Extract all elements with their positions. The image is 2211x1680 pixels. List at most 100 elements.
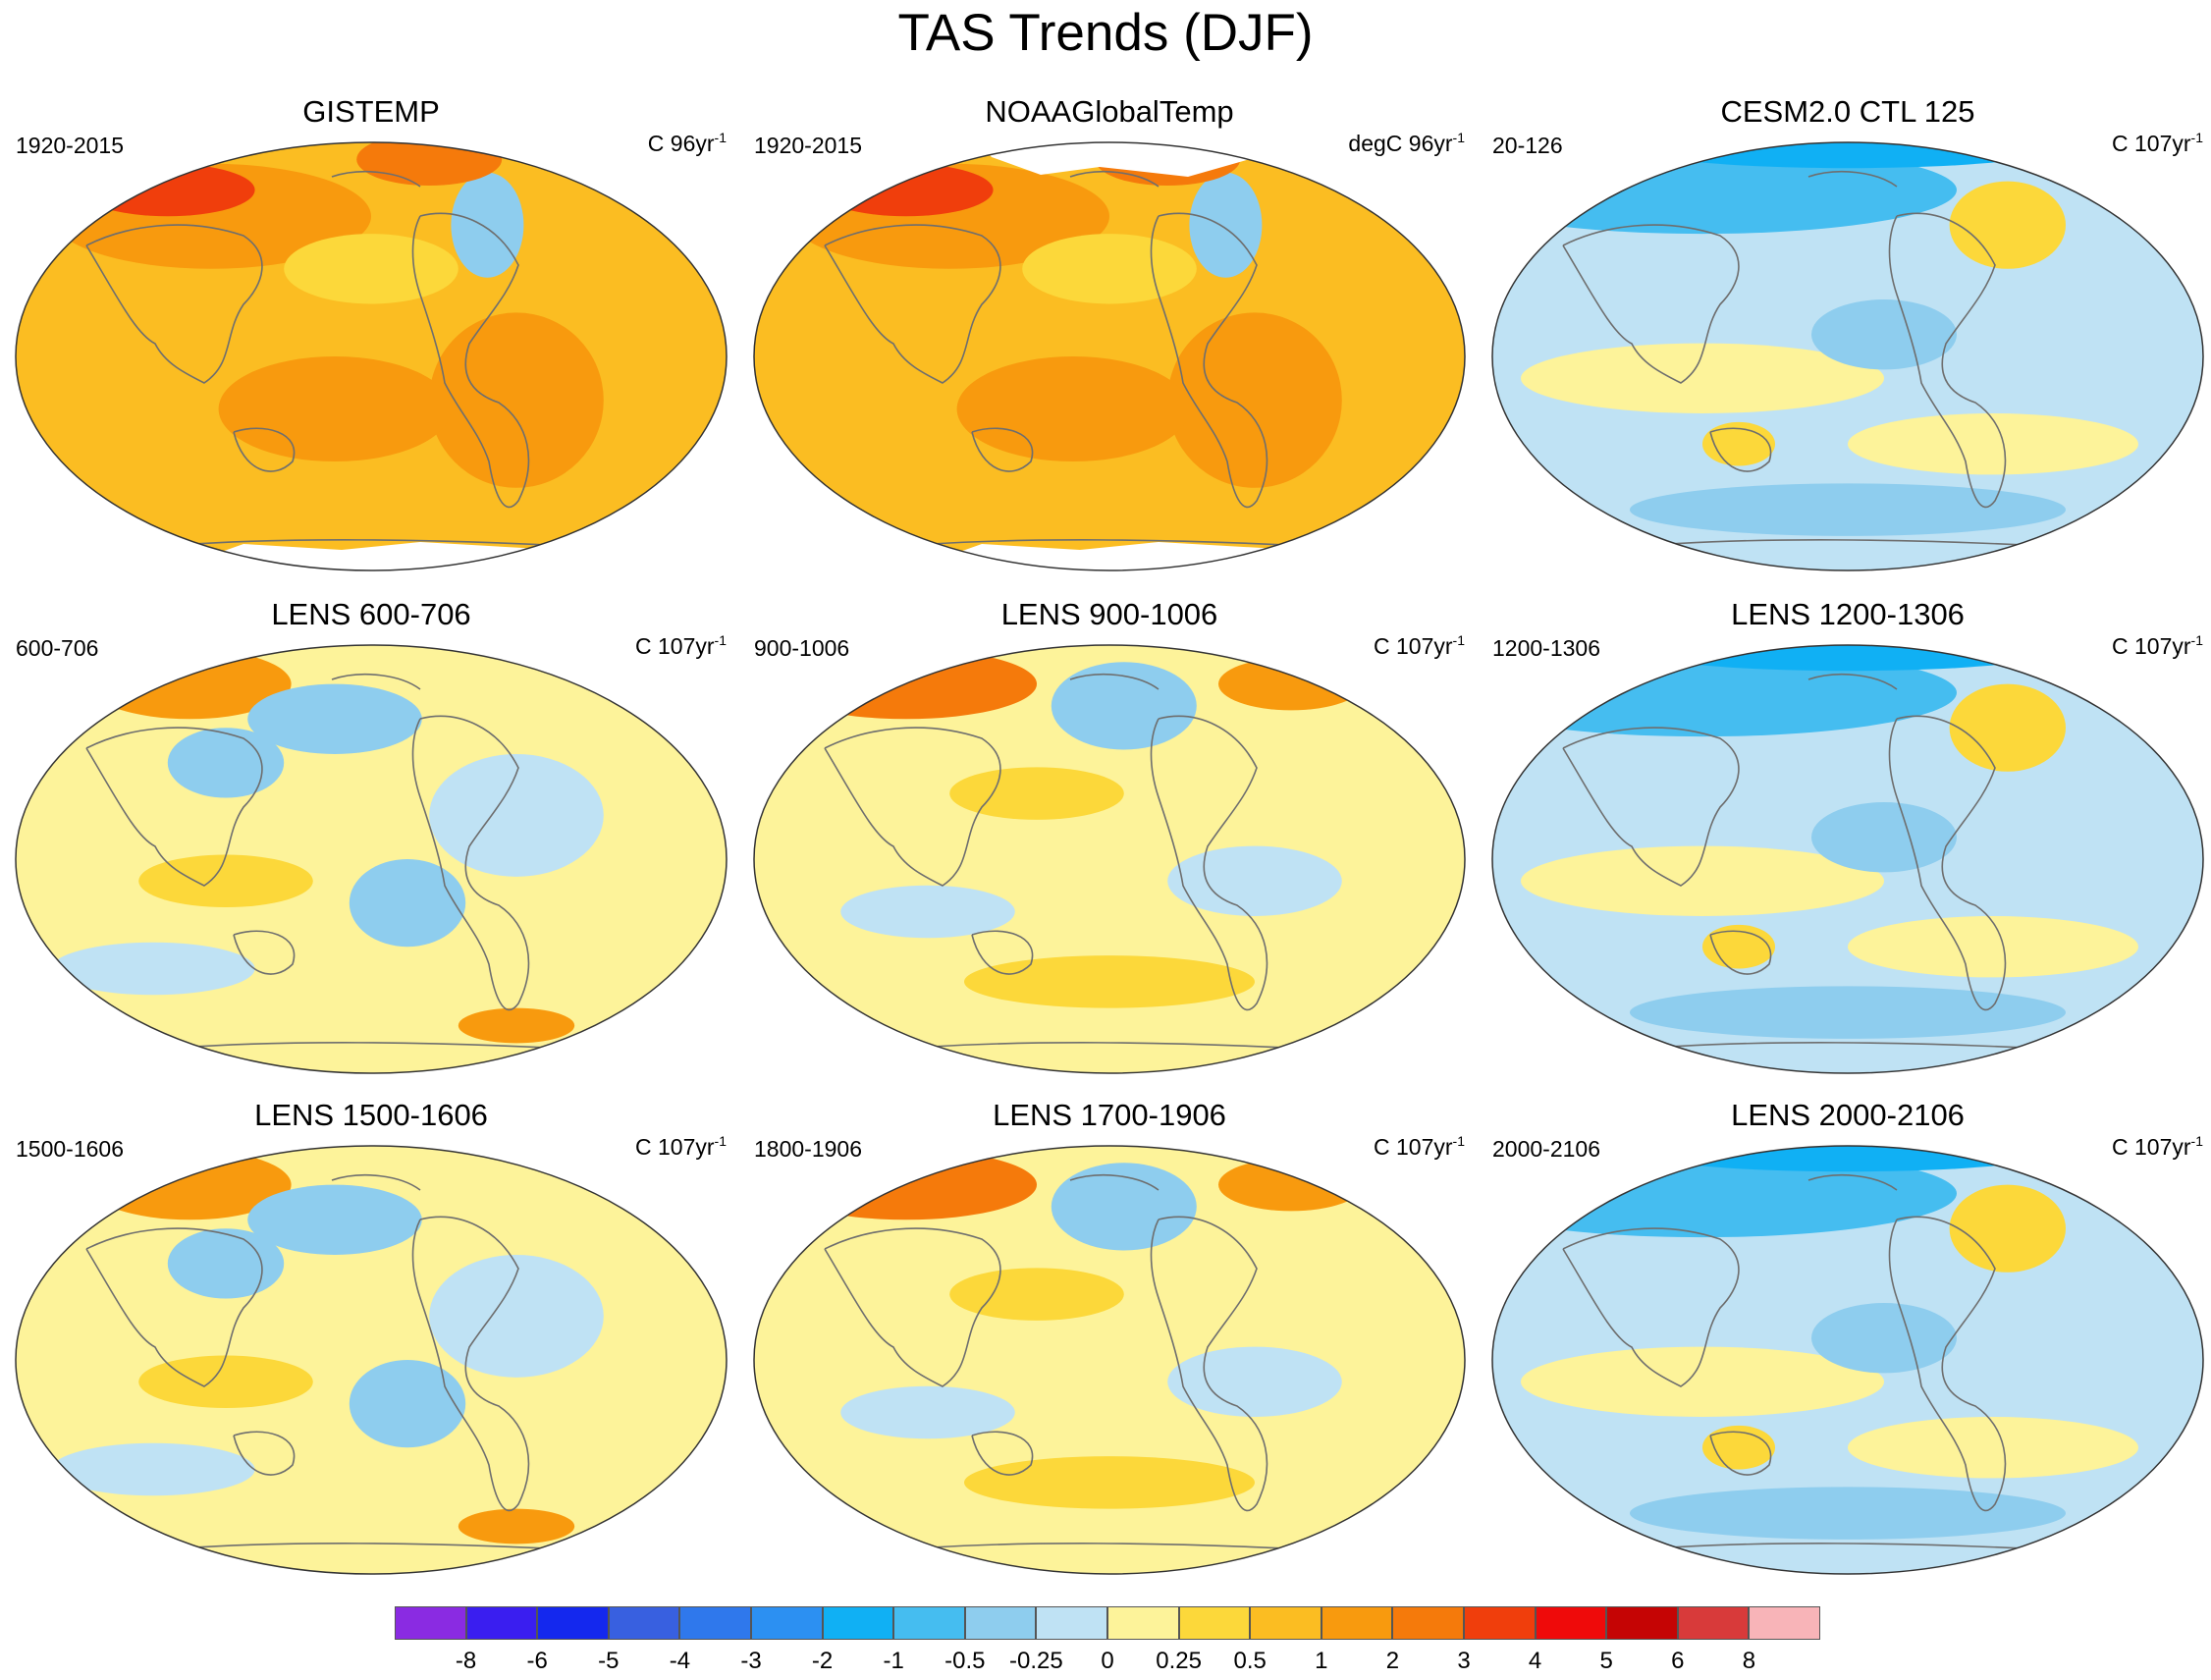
coastline — [1709, 427, 1772, 472]
coastline — [1150, 1216, 1268, 1512]
world-map — [15, 1145, 728, 1575]
anomaly-region — [1167, 845, 1342, 916]
anomaly-region — [458, 1007, 575, 1044]
coastline — [1562, 1227, 1740, 1387]
coastline — [331, 674, 421, 690]
period-label: 2000-2106 — [1492, 1136, 1600, 1162]
anomaly-region — [1189, 172, 1263, 278]
anomaly-region — [429, 753, 604, 877]
period-label: 1500-1606 — [16, 1136, 124, 1162]
anomaly-region — [1949, 1184, 2066, 1273]
anomaly-region — [1630, 645, 2066, 672]
colorbar-tick-label: 0.5 — [1233, 1648, 1267, 1674]
colorbar-swatch — [1178, 1606, 1251, 1640]
colorbar-tick-label: 3 — [1457, 1648, 1471, 1674]
coastline — [1888, 715, 2007, 1011]
colorbar-swatch — [1321, 1606, 1393, 1640]
anomaly-region — [1848, 915, 2138, 978]
map-outline — [753, 141, 1466, 571]
map-outline — [15, 644, 728, 1074]
coastline — [331, 171, 421, 188]
coastline — [1069, 171, 1159, 188]
unit-label: degC 96yr-1 — [1348, 130, 1465, 156]
map-background-field — [16, 142, 727, 570]
anomaly-region — [451, 172, 524, 278]
colorbar-tick-label: -1 — [883, 1648, 904, 1674]
anomaly-region — [458, 1508, 575, 1545]
map-panel: LENS 900-1006 900-1006 C 107yr-1 — [746, 597, 1473, 1078]
colorbar-tick-label: 4 — [1528, 1648, 1542, 1674]
anomaly-region — [167, 728, 285, 798]
figure-title: TAS Trends (DJF) — [897, 4, 1314, 62]
anomaly-region — [1949, 181, 2066, 269]
colorbar-swatch — [964, 1606, 1037, 1640]
panel-title: LENS 1700-1906 — [993, 1098, 1226, 1132]
colorbar-swatch — [465, 1606, 538, 1640]
colorbar-swatch — [822, 1606, 894, 1640]
anomaly-region — [1051, 662, 1197, 750]
coastline — [331, 1174, 421, 1191]
period-label: 20-126 — [1492, 133, 1563, 158]
world-map — [753, 644, 1466, 1074]
anomaly-region — [840, 1385, 1015, 1439]
anomaly-region — [1811, 299, 1957, 370]
map-outline — [1491, 141, 2204, 571]
anomaly-region — [247, 683, 422, 754]
coastline — [1562, 224, 1740, 384]
colorbar-swatch — [1250, 1606, 1321, 1640]
colorbar-tick-label: 8 — [1742, 1648, 1756, 1674]
coastline — [1888, 212, 2007, 509]
anomaly-region — [1167, 312, 1342, 488]
anomaly-region — [349, 859, 466, 948]
world-map — [1491, 141, 2204, 571]
map-outline — [753, 644, 1466, 1074]
unit-label: C 107yr-1 — [2112, 632, 2203, 659]
colorbar-tick-label: -3 — [740, 1648, 762, 1674]
colorbar-tick-label: 6 — [1671, 1648, 1685, 1674]
coastline — [1150, 715, 1268, 1011]
unit-label: C 107yr-1 — [2112, 1133, 2203, 1160]
colorbar-tick-label: 2 — [1385, 1648, 1400, 1674]
coastline — [1709, 1431, 1772, 1476]
colorbar-swatch — [751, 1606, 823, 1640]
anomaly-region — [247, 1184, 422, 1255]
coastline — [85, 224, 263, 384]
anomaly-region — [964, 1456, 1255, 1509]
map-background-field — [754, 142, 1465, 570]
anomaly-region — [1848, 412, 2138, 475]
period-label: 1920-2015 — [754, 133, 862, 158]
map-outline — [1491, 1145, 2204, 1575]
map-panel: LENS 600-706 600-706 C 107yr-1 — [8, 597, 734, 1078]
map-panel: LENS 1700-1906 1800-1906 C 107yr-1 — [746, 1098, 1473, 1579]
map-panel: GISTEMP 1920-2015 C 96yr-1 — [8, 94, 734, 575]
coastline — [85, 727, 263, 887]
coastline — [1807, 171, 1898, 188]
anomaly-region — [1051, 1163, 1197, 1251]
anomaly-region — [1811, 1303, 1957, 1374]
anomaly-region — [1949, 683, 2066, 772]
colorbar-swatch — [1749, 1606, 1820, 1640]
colorbar-tick-label: -0.5 — [944, 1648, 986, 1674]
coastline — [1807, 674, 1898, 690]
coastline — [233, 427, 296, 472]
colorbar-tick-label: -8 — [455, 1648, 477, 1674]
colorbar-tick-label: 0.25 — [1156, 1648, 1202, 1674]
colorbar-labels: -8 -6 -5 -4 -3 -2 -1 -0.5 -0.25 0 0.25 0.5 1 2 3 4 5 6 8 — [395, 1648, 1820, 1677]
coastline — [824, 1227, 1001, 1387]
panel-title: LENS 900-1006 — [1000, 597, 1218, 631]
period-label: 600-706 — [16, 635, 99, 661]
map-panel: LENS 1500-1606 1500-1606 C 107yr-1 — [8, 1098, 734, 1579]
world-map — [753, 141, 1466, 571]
colorbar-tick-label: -5 — [598, 1648, 620, 1674]
anomaly-region — [1630, 986, 2066, 1039]
colorbar-tick-label: 0 — [1101, 1648, 1114, 1674]
colorbar-swatch — [1464, 1606, 1536, 1640]
anomaly-region — [840, 885, 1015, 939]
anomaly-region — [1521, 845, 1884, 916]
unit-label: C 107yr-1 — [2112, 130, 2203, 156]
anomaly-region — [1218, 1158, 1364, 1212]
colorbar-tick-label: -0.25 — [1009, 1648, 1063, 1674]
anomaly-region — [833, 1149, 921, 1185]
map-panel: NOAAGlobalTemp 1920-2015 degC 96yr-1 — [746, 94, 1473, 575]
colorbar-swatch — [1036, 1606, 1107, 1640]
